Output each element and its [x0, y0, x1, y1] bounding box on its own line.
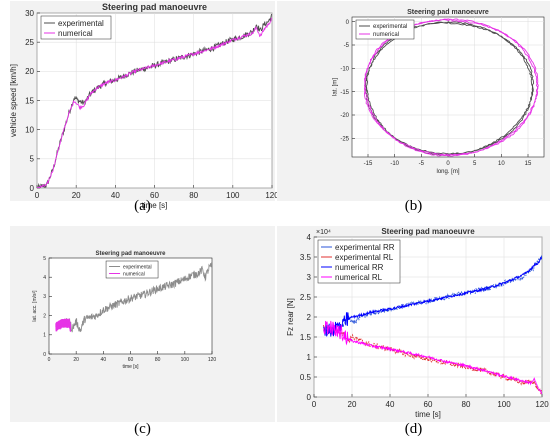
y-tick-label: -25 — [340, 136, 349, 142]
legend-entry: experimental — [373, 24, 407, 30]
x-tick-label: 40 — [101, 357, 107, 363]
legend-entry: experimental — [58, 19, 104, 28]
chart-a: 0 20 40 60 80 100 120 0 5 10 15 20 25 30 Steering pad … — [9, 1, 279, 214]
x-tick-label: 40 — [111, 191, 120, 200]
panel-label: (a) — [134, 198, 151, 214]
x-tick-label: -5 — [419, 161, 425, 167]
y-tick-label: 5 — [30, 155, 35, 164]
y-tick-label: 3.5 — [300, 253, 312, 262]
y-axis-exponent: ×10⁴ — [316, 229, 331, 236]
x-tick-label: 0 — [48, 357, 51, 363]
x-tick-label: 100 — [497, 400, 511, 409]
y-tick-label: 0 — [43, 352, 46, 358]
y-tick-label: 5 — [43, 256, 46, 262]
chart-c: 0 20 40 60 80 100 120 0 1 2 3 4 5 Steering pad manoeu… — [10, 226, 275, 437]
y-tick-label: 25 — [25, 38, 34, 47]
x-tick-label: 20 — [72, 191, 81, 200]
chart-title: Steering pad manoeuvre — [407, 9, 489, 16]
x-tick-label: 100 — [181, 357, 190, 363]
y-tick-label: 2 — [43, 313, 46, 319]
y-tick-label: 1.5 — [300, 333, 312, 342]
y-tick-label: 15 — [25, 96, 34, 105]
legend-entry: numerical RL — [335, 273, 383, 282]
y-axis-label: lat. [m] — [332, 78, 338, 96]
y-tick-label: 3 — [43, 294, 46, 300]
x-tick-label: 0 — [312, 400, 317, 409]
y-tick-label: 10 — [25, 125, 34, 134]
x-tick-label: 20 — [73, 357, 79, 363]
legend-entry: numerical — [123, 271, 145, 277]
y-tick-label: -10 — [340, 66, 349, 72]
x-tick-label: 60 — [424, 400, 433, 409]
chart-title: Steering pad manoeuvre — [102, 2, 207, 12]
y-tick-label: 0.5 — [300, 373, 312, 382]
panel-label: (c) — [134, 421, 151, 437]
x-tick-label: 15 — [525, 161, 532, 167]
legend-entry: experimental — [123, 264, 152, 270]
x-tick-label: 120 — [208, 357, 217, 363]
x-tick-label: -15 — [364, 161, 373, 167]
x-axis-label: long. [m] — [436, 169, 459, 175]
y-tick-label: 1 — [307, 353, 312, 362]
chart-b: -15 -10 -5 0 5 10 15 -25 -20 -15 -10 -5 0 Steering pa… — [277, 1, 550, 214]
y-tick-label: 3 — [307, 273, 312, 282]
chart-d: 0 20 40 60 80 100 120 0 0.5 1 1.5 2 2.5 3 3.5 4 Steering… — [277, 226, 550, 437]
y-tick-label: -15 — [340, 90, 349, 96]
y-tick-label: 4 — [43, 275, 46, 281]
legend-entry: experimental RL — [335, 253, 394, 262]
y-tick-label: 0 — [30, 184, 35, 193]
legend-entry: numerical RR — [335, 263, 384, 272]
panel-label: (b) — [405, 198, 423, 214]
x-tick-label: 120 — [535, 400, 549, 409]
y-tick-label: 20 — [25, 67, 34, 76]
y-tick-label: -20 — [340, 113, 349, 119]
x-tick-label: 60 — [128, 357, 134, 363]
x-axis-label: time [s] — [122, 364, 139, 370]
y-tick-label: 1 — [43, 333, 46, 339]
x-tick-label: 80 — [189, 191, 198, 200]
x-tick-label: 10 — [498, 161, 505, 167]
x-axis-label: time [s] — [415, 410, 441, 419]
x-tick-label: 80 — [462, 400, 471, 409]
x-tick-label: 80 — [155, 357, 161, 363]
x-tick-label: 100 — [226, 191, 240, 200]
x-tick-label: 20 — [348, 400, 357, 409]
y-tick-label: 30 — [25, 9, 34, 18]
x-tick-label: -10 — [390, 161, 399, 167]
y-tick-label: -5 — [344, 43, 350, 49]
legend-entry: numerical — [58, 29, 93, 38]
x-tick-label: 40 — [386, 400, 395, 409]
y-tick-label: 2.5 — [300, 293, 312, 302]
legend-entry: numerical — [373, 32, 399, 38]
legend: experimental numerical — [356, 20, 414, 39]
x-tick-label: 0 — [35, 191, 40, 200]
y-axis-label: Fz rear [N] — [286, 298, 295, 336]
y-tick-label: 4 — [307, 233, 312, 242]
legend-entry: experimental RR — [335, 243, 395, 252]
y-axis-label: lat. acc. [m/s²] — [32, 290, 38, 322]
y-tick-label: 2 — [307, 313, 312, 322]
panel-label: (d) — [405, 421, 423, 437]
chart-title: Steering pad manoeuvre — [95, 251, 166, 257]
x-tick-label: 60 — [150, 191, 159, 200]
chart-title: Steering pad manoeuvre — [381, 227, 475, 236]
y-axis-label: vehicle speed [km/h] — [9, 64, 18, 137]
y-tick-label: 0 — [307, 393, 312, 402]
